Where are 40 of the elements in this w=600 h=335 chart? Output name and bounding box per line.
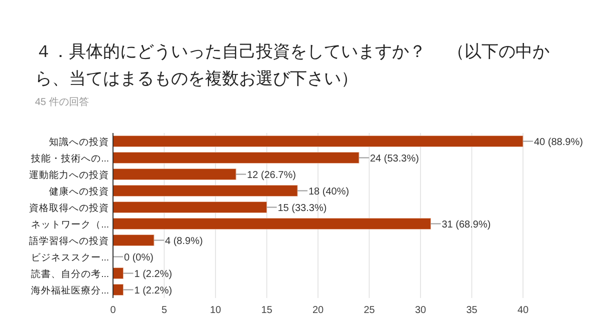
data-label: 12 (26.7%)	[247, 170, 296, 181]
bar	[112, 202, 267, 213]
data-label: 31 (68.9%)	[442, 219, 491, 230]
x-tick-label: 10	[210, 305, 222, 316]
x-tick-label: 30	[414, 305, 426, 316]
chart-subtitle: 45 件の回答	[35, 96, 89, 109]
data-label: 15 (33.3%)	[278, 202, 327, 214]
data-label: 24 (53.3%)	[370, 153, 419, 164]
data-label: 0 (0%)	[124, 252, 154, 264]
bar	[112, 168, 236, 180]
bar	[112, 234, 154, 246]
x-tick-label: 35	[466, 305, 478, 316]
bar	[112, 218, 431, 230]
y-tick-label: 資格取得への投資	[29, 202, 109, 214]
bar	[112, 284, 124, 296]
x-tick-label: 5	[161, 305, 168, 316]
data-label: 40 (88.9%)	[534, 136, 583, 148]
y-tick-label: 読書、自分の考...	[31, 268, 109, 280]
x-tick-label: 20	[312, 305, 324, 316]
bar	[112, 136, 524, 147]
data-label: 18 (40%)	[308, 186, 350, 198]
data-label: 1 (2.2%)	[134, 268, 172, 280]
bar	[112, 268, 124, 279]
y-tick-label: 健康への投資	[49, 185, 109, 198]
x-tick-label: 0	[110, 305, 116, 316]
y-tick-label: 知識への投資	[49, 136, 109, 148]
y-tick-label: 運動能力への投資	[29, 168, 109, 181]
y-tick-label: ビジネススクー...	[31, 252, 109, 264]
y-tick-label: 語学習得への投資	[29, 234, 109, 247]
y-tick-label: 技能・技術への...	[30, 152, 109, 164]
bar	[112, 152, 360, 164]
chart-title: ４．具体的にどういった自己投資をしていますか？ （以下の中から、当てはまるものを複数お選び下さい）	[35, 41, 551, 90]
y-tick-label: 海外福祉医療分...	[31, 284, 109, 296]
x-tick-label: 25	[364, 305, 376, 316]
data-label: 1 (2.2%)	[134, 285, 172, 296]
x-tick-label: 15	[261, 305, 273, 316]
data-label: 4 (8.9%)	[165, 236, 203, 247]
bar	[112, 185, 298, 196]
x-tick-label: 40	[517, 305, 529, 316]
y-tick-label: ネットワーク（...	[31, 219, 109, 230]
